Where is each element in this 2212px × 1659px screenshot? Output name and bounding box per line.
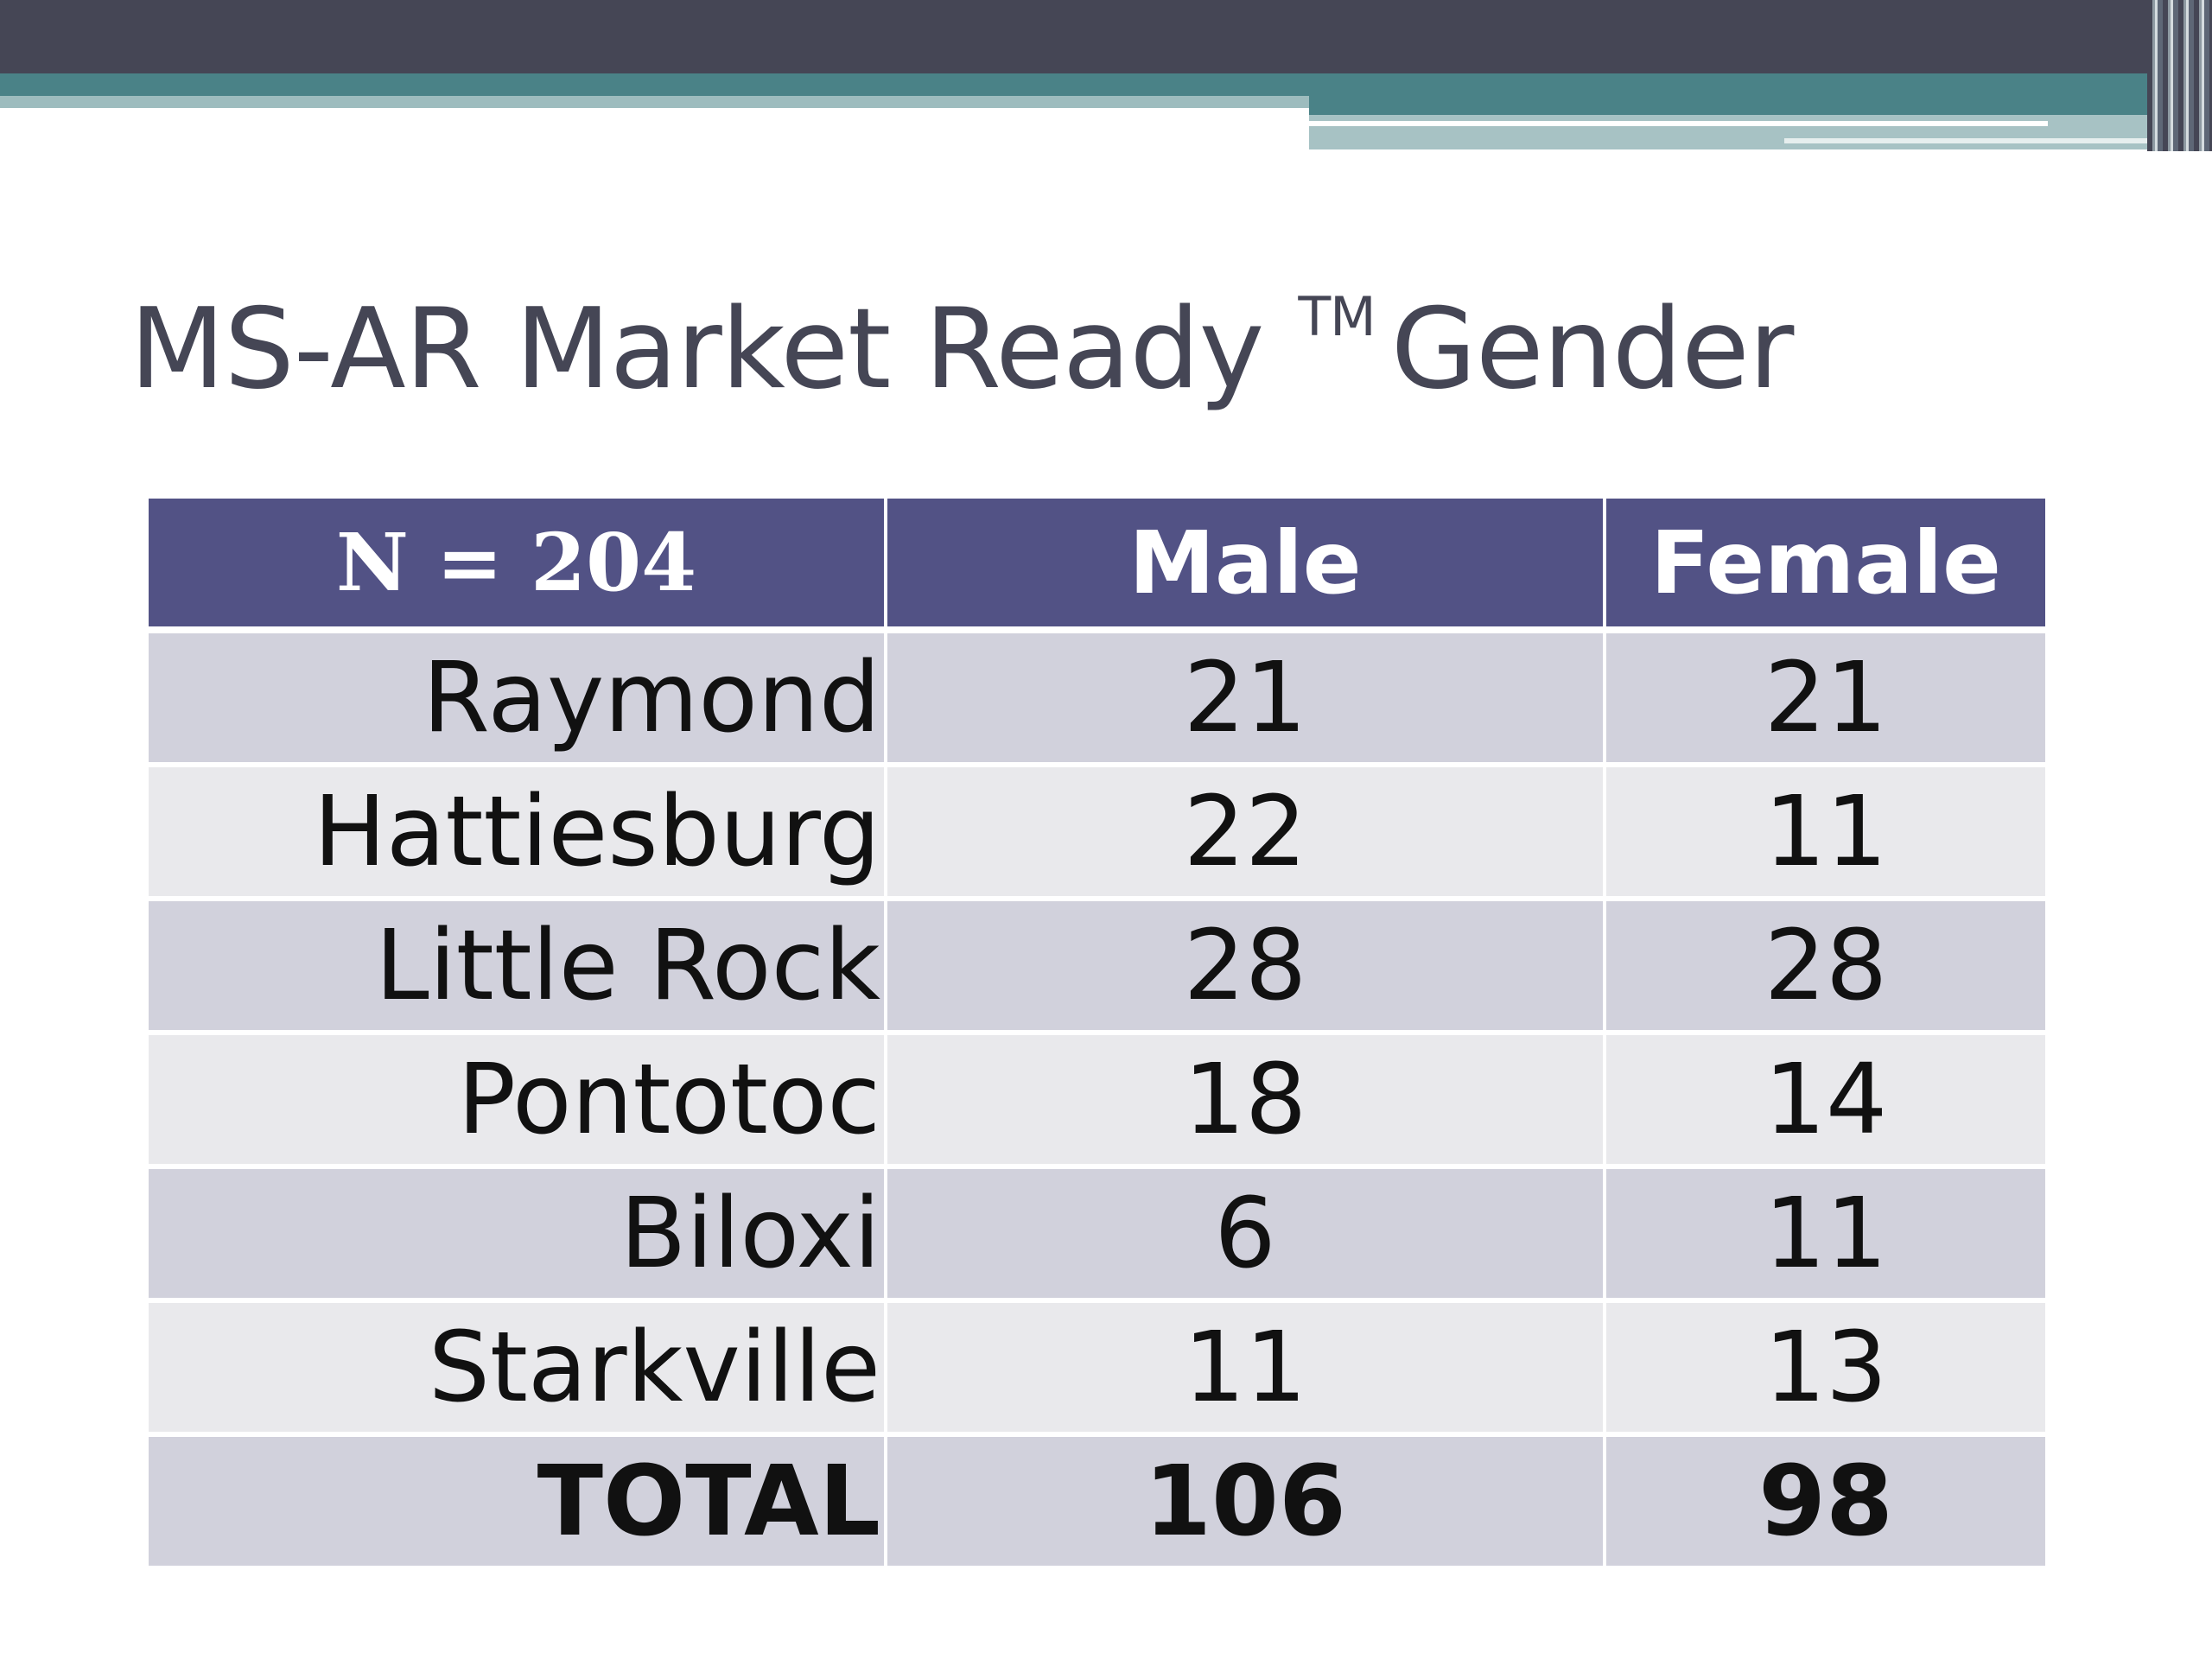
table-row: Little Rock 28 28: [149, 899, 2045, 1035]
female-count-cell: 14: [1605, 1033, 2045, 1169]
slide-title: MS-AR Market Ready TM Gender: [130, 285, 1795, 414]
location-cell: Hattiesburg: [149, 765, 887, 901]
table-row: Starkville 11 13: [149, 1300, 2045, 1437]
accent-line: [1309, 121, 2048, 126]
corner-stripes: [2147, 0, 2212, 151]
female-count-cell: 11: [1605, 1166, 2045, 1303]
male-count-cell: 28: [886, 899, 1606, 1035]
total-female-cell: 98: [1605, 1434, 2045, 1571]
total-label-cell: TOTAL: [149, 1434, 887, 1571]
female-count-cell: 21: [1605, 630, 2045, 767]
header-female: Female: [1605, 499, 2045, 633]
total-row: TOTAL 106 98: [149, 1434, 2045, 1571]
male-count-cell: 11: [886, 1300, 1606, 1437]
location-cell: Raymond: [149, 630, 887, 767]
total-male-cell: 106: [886, 1434, 1606, 1571]
header-row: N = 204 Male Female: [149, 499, 2045, 633]
trademark-symbol: TM: [1298, 285, 1376, 348]
top-light-bar: [0, 96, 1309, 108]
male-count-cell: 22: [886, 765, 1606, 901]
accent-line-secondary: [1784, 138, 2212, 143]
gender-table: N = 204 Male Female Raymond 21 21 Hattie…: [149, 499, 2045, 1571]
table-row: Hattiesburg 22 11: [149, 765, 2045, 901]
title-text: MS-AR Market Ready: [130, 285, 1264, 414]
male-count-cell: 21: [886, 630, 1606, 767]
top-accent-bar: [0, 0, 2212, 73]
top-light-bar-right: [1309, 115, 2212, 149]
header-sample-size: N = 204: [149, 499, 887, 633]
top-teal-bar: [0, 73, 2212, 96]
title-suffix: Gender: [1390, 285, 1795, 414]
location-cell: Starkville: [149, 1300, 887, 1437]
table-row: Pontotoc 18 14: [149, 1033, 2045, 1169]
table-row: Raymond 21 21: [149, 630, 2045, 767]
location-cell: Pontotoc: [149, 1033, 887, 1169]
female-count-cell: 28: [1605, 899, 2045, 1035]
male-count-cell: 6: [886, 1166, 1606, 1303]
table-row: Biloxi 6 11: [149, 1166, 2045, 1303]
header-male: Male: [886, 499, 1606, 633]
male-count-cell: 18: [886, 1033, 1606, 1169]
female-count-cell: 13: [1605, 1300, 2045, 1437]
female-count-cell: 11: [1605, 765, 2045, 901]
top-teal-bar-right: [1309, 96, 2212, 115]
location-cell: Little Rock: [149, 899, 887, 1035]
location-cell: Biloxi: [149, 1166, 887, 1303]
